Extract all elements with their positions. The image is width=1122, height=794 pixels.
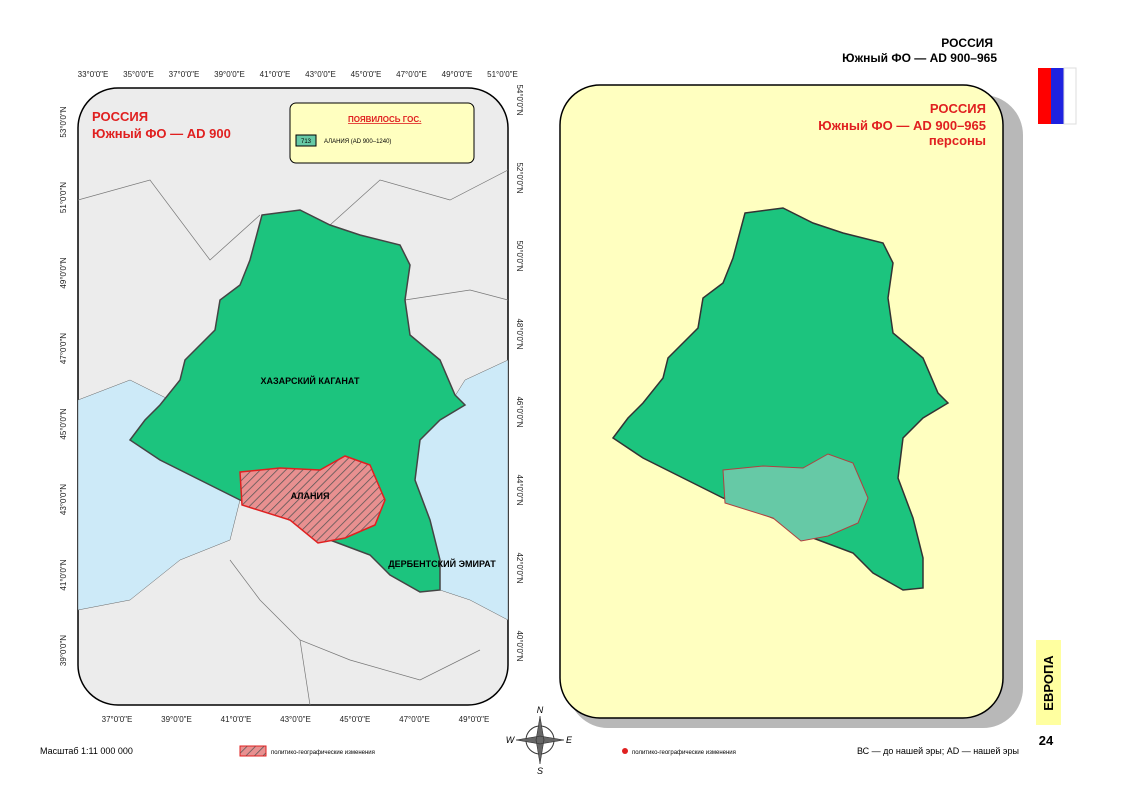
top-tick: 45°0'0"E [351, 70, 382, 79]
top-tick: 49°0'0"E [442, 70, 473, 79]
left-tick: 49°0'0"N [59, 257, 68, 288]
place-label: АЛАНИЯ [291, 491, 330, 501]
place-label: ХАЗАРСКИЙ КАГАНАТ [261, 375, 360, 386]
left-tick: 41°0'0"N [59, 559, 68, 590]
top-tick: 35°0'0"E [123, 70, 154, 79]
compass-e: E [566, 735, 573, 745]
compass: N E S W [506, 705, 573, 776]
legend-title: ПОЯВИЛОСЬ ГОС. [348, 115, 421, 124]
top-tick: 51°0'0"E [487, 70, 518, 79]
top-tick: 41°0'0"E [260, 70, 291, 79]
bottom-tick: 41°0'0"E [221, 715, 252, 724]
page-title: РОССИЯ [941, 36, 993, 50]
right-tick: 54°0'0"N [515, 84, 524, 115]
bottom-tick: 45°0'0"E [340, 715, 371, 724]
top-tick: 39°0'0"E [214, 70, 245, 79]
flag [1038, 67, 1077, 125]
left-tick: 47°0'0"N [59, 333, 68, 364]
era-note: ВС — до нашей эры; AD — нашей эры [857, 746, 1019, 756]
legend-hatch: политико-географические изменения [271, 750, 375, 756]
section-box [1036, 640, 1061, 725]
legend-hatch-swatch [239, 745, 267, 757]
legend-dot-swatch [622, 748, 628, 754]
left-tick: 43°0'0"N [59, 484, 68, 515]
page-subtitle: Южный ФО — AD 900–965 [842, 51, 997, 65]
map-note: персоны [929, 133, 986, 148]
right-tick: 40°0'0"N [515, 630, 524, 661]
top-tick: 33°0'0"E [78, 70, 109, 79]
right-tick: 46°0'0"N [515, 396, 524, 427]
bottom-tick: 39°0'0"E [161, 715, 192, 724]
borders [78, 169, 508, 705]
legend-label: АЛАНИЯ (AD 900–1240) [324, 139, 391, 145]
top-tick: 43°0'0"E [305, 70, 336, 79]
right-tick: 44°0'0"N [515, 474, 524, 505]
legend-swatch [295, 134, 317, 147]
place-label: ДЕРБЕНТСКИЙ ЭМИРАТ [388, 558, 496, 569]
map-subtitle: Южный ФО — AD 900–965 [818, 118, 986, 133]
scale: Масштаб 1:11 000 000 [40, 746, 133, 756]
bottom-tick: 37°0'0"E [102, 715, 133, 724]
left-tick: 39°0'0"N [59, 635, 68, 666]
right-tick: 52°0'0"N [515, 162, 524, 193]
bottom-tick: 47°0'0"E [399, 715, 430, 724]
right-tick: 48°0'0"N [515, 318, 524, 349]
left-tick: 51°0'0"N [59, 182, 68, 213]
right-tick: 50°0'0"N [515, 240, 524, 271]
right-tick: 42°0'0"N [515, 552, 524, 583]
compass-w: W [506, 735, 516, 745]
map-title: РОССИЯ [930, 101, 986, 116]
left-tick: 45°0'0"N [59, 408, 68, 439]
map-title: РОССИЯ [92, 109, 148, 124]
top-tick: 47°0'0"E [396, 70, 427, 79]
compass-n: N [537, 705, 544, 715]
section-label: ЕВРОПА [1041, 655, 1056, 711]
bottom-tick: 49°0'0"E [459, 715, 490, 724]
bottom-tick: 43°0'0"E [280, 715, 311, 724]
map-subtitle: Южный ФО — AD 900 [92, 126, 231, 141]
compass-s: S [537, 766, 543, 776]
legend-box [289, 102, 475, 164]
top-tick: 37°0'0"E [169, 70, 200, 79]
legend-code: 713 [301, 139, 312, 145]
right-map: РОССИЯ Южный ФО — AD 900–965 персоны [559, 84, 1023, 728]
page-number: 24 [1039, 733, 1054, 748]
left-tick: 53°0'0"N [59, 106, 68, 137]
coordinate-ticks: 33°0'0"E 35°0'0"E 37°0'0"E 39°0'0"E 41°0'0"E… [59, 70, 524, 724]
left-map: РОССИЯ Южный ФО — AD 900 ПОЯВИЛОСЬ ГОС. … [77, 87, 509, 706]
legend-dot: политико-географические изменения [632, 750, 736, 756]
